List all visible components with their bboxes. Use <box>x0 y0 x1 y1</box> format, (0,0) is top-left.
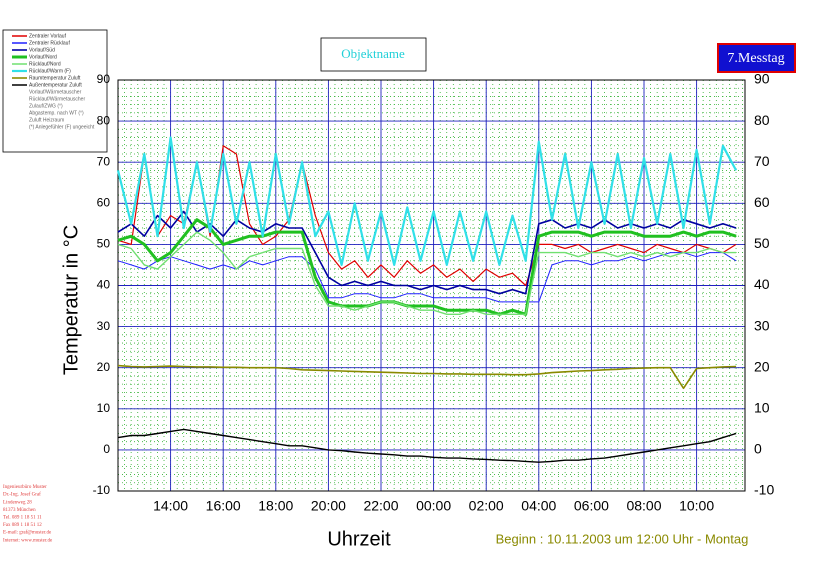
y2-tick-label: 60 <box>754 194 770 210</box>
legend-note: Zuluft Heizraum <box>29 117 64 123</box>
x-tick-label: 18:00 <box>258 498 293 514</box>
y-tick-label: 30 <box>97 319 111 333</box>
x-tick-label: 14:00 <box>153 498 188 514</box>
legend-label: Vorlauf/Süd <box>29 47 55 53</box>
y2-tick-label: -10 <box>754 482 774 498</box>
x-tick-label: 22:00 <box>363 498 398 514</box>
legend-label: Zentraler Rücklauf <box>29 40 70 46</box>
legend-label: Zentraler Vorlauf <box>29 33 67 39</box>
y2-tick-label: 80 <box>754 112 770 128</box>
series-line <box>117 364 737 390</box>
y-tick-label: 70 <box>97 154 111 168</box>
y-tick-label: 90 <box>97 72 111 86</box>
y2-tick-label: 0 <box>754 441 762 457</box>
legend-note: Zulauf/ZWG (°) <box>29 103 63 109</box>
series-line <box>117 210 737 295</box>
x-tick-label: 16:00 <box>206 498 241 514</box>
series-line <box>116 136 738 266</box>
y-tick-label: 60 <box>97 195 111 209</box>
legend-note: Abgastemp. nach WT (°) <box>29 110 84 116</box>
day-box <box>717 43 796 73</box>
x-tick-label: 20:00 <box>311 498 346 514</box>
legend-note: (*) Anlegefühler (F) ungeeicht <box>29 124 95 130</box>
object-name: Objektname <box>341 46 405 61</box>
legend-note: Vorlauf/Wärmetauscher <box>29 89 82 95</box>
legend-label: Vorlauf/Nord <box>29 54 57 60</box>
footer-line: Fax 089 1 18 51 12 <box>3 523 42 528</box>
series-line <box>117 231 737 315</box>
y2-tick-label: 90 <box>754 71 770 87</box>
plot-frame <box>117 79 746 492</box>
y2-tick-label: 10 <box>754 400 770 416</box>
series-line <box>117 252 737 303</box>
y-tick-label: 10 <box>97 401 111 415</box>
y-tick-label: 0 <box>103 442 110 456</box>
y-tick-label: -10 <box>93 483 111 497</box>
y-tick-label: 20 <box>97 360 111 374</box>
legend-note: Rücklauf/Wärmetauscher <box>29 96 85 102</box>
footer-line: Lindenweg 28 <box>3 500 32 505</box>
y2-tick-label: 50 <box>754 235 770 251</box>
y2-tick-label: 20 <box>754 358 770 374</box>
x-tick-label: 06:00 <box>574 498 609 514</box>
legend-label: Rücklauf/Warm (F) <box>29 68 71 74</box>
x-tick-label: 02:00 <box>469 498 504 514</box>
y2-tick-label: 40 <box>754 276 770 292</box>
footer-line: Internet: www.muster.de <box>3 538 53 543</box>
y-tick-label: 40 <box>97 278 111 292</box>
footer-line: Tel. 089 1 18 51 11 <box>3 516 42 521</box>
footer-line: E-mail: graf@muster.de <box>3 531 52 536</box>
series-line <box>117 428 737 463</box>
x-axis-label: Uhrzeit <box>327 528 391 550</box>
y2-tick-label: 30 <box>754 317 770 333</box>
series-line <box>117 218 737 316</box>
footer-line: Dr.-Ing. Josef Graf <box>3 493 41 498</box>
footer-line: Ingenieurbüro Muster <box>3 485 47 490</box>
y2-tick-label: 70 <box>754 153 770 169</box>
legend-label: Rücklauf/Nord <box>29 61 61 67</box>
x-tick-label: 00:00 <box>416 498 451 514</box>
object-box <box>320 37 427 72</box>
day-label: 7.Messtag <box>727 51 784 66</box>
footer-line: 81373 München <box>3 508 36 513</box>
y-tick-label: 80 <box>97 113 111 127</box>
legend-label: Raumtemperatur Zuluft <box>29 75 81 81</box>
x-tick-label: 08:00 <box>626 498 661 514</box>
y-axis-label: Temperatur in °C <box>60 225 82 375</box>
legend-label: Außentemperatur Zuluft <box>29 82 82 88</box>
subtitle: Beginn : 10.11.2003 um 12:00 Uhr - Monta… <box>496 531 749 546</box>
y-tick-label: 50 <box>97 237 111 251</box>
x-tick-label: 04:00 <box>521 498 556 514</box>
x-tick-label: 10:00 <box>679 498 714 514</box>
